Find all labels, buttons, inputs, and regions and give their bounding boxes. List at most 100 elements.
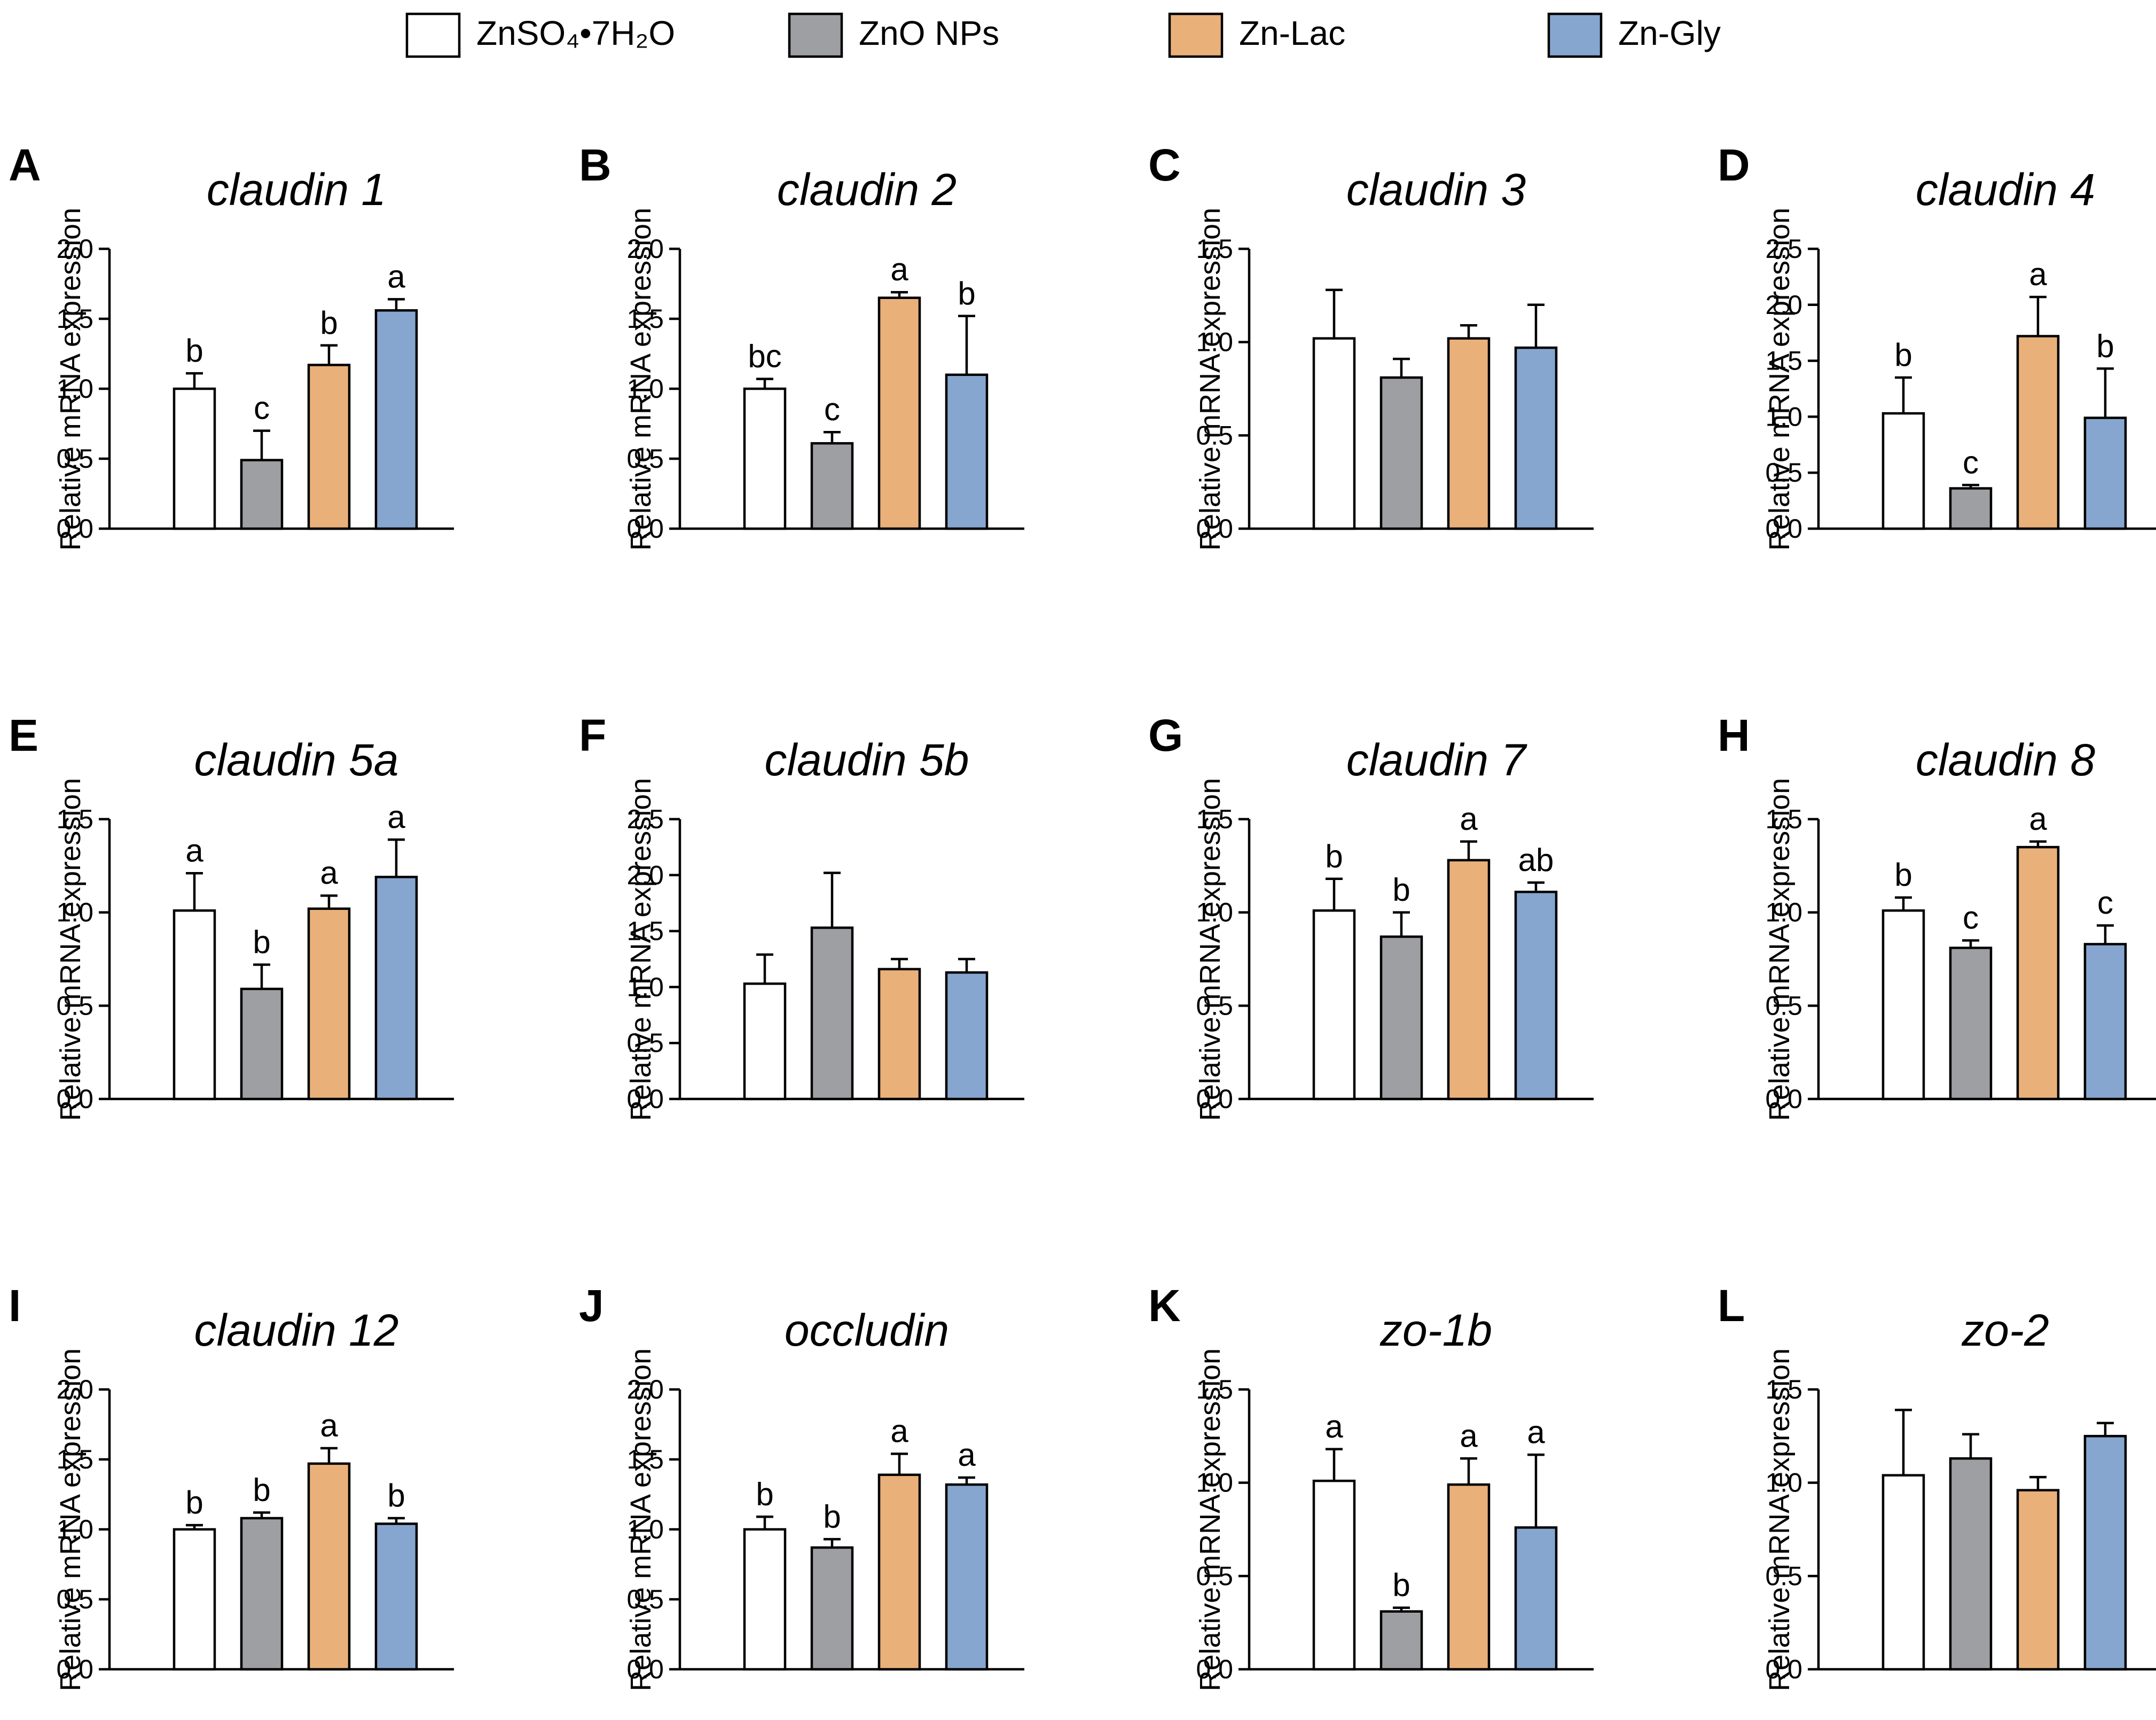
y-tick-label: 0.5 [626, 444, 664, 474]
bar-zn-gly [374, 876, 418, 1101]
legend-label-zno-nps: ZnO NPs [859, 14, 999, 52]
y-axis-label: Relative mRNA expression [1763, 778, 1796, 1121]
significance-label: a [320, 1408, 338, 1443]
y-tick-label: 1.5 [626, 916, 664, 946]
y-tick-label: 0.5 [1196, 420, 1233, 450]
y-tick-label: 2.0 [626, 234, 664, 264]
y-tick-label: 0.0 [1765, 1084, 1802, 1114]
bar-zno-nps [1379, 376, 1423, 530]
significance-label: c [1963, 900, 1979, 936]
y-tick-label: 1.0 [1196, 327, 1233, 357]
y-axis-label: Relative mRNA expression [625, 208, 657, 551]
y-axis-label: Relative mRNA expression [54, 208, 87, 551]
panel-letter-k: K [1148, 1281, 1181, 1331]
significance-label: a [387, 258, 405, 294]
bar-zno-nps [1949, 487, 1993, 530]
y-tick-label: 1.5 [1196, 234, 1233, 264]
panel-letter-l: L [1718, 1281, 1745, 1331]
y-tick-label: 0.0 [626, 1084, 664, 1114]
y-tick-label: 2.5 [1765, 234, 1802, 264]
bar-zno-nps [240, 459, 284, 530]
y-tick-label: 1.5 [1765, 804, 1802, 834]
y-tick-label: 1.0 [1765, 898, 1802, 928]
legend-label-zn-lac: Zn-Lac [1239, 14, 1345, 52]
panel-title-j: occludin [785, 1305, 949, 1355]
y-tick-label: 0.5 [626, 1584, 664, 1614]
panel-letter-h: H [1718, 710, 1750, 760]
panel-letter-g: G [1148, 710, 1183, 760]
panel-title-a: claudin 1 [207, 164, 386, 215]
y-tick-label: 0.0 [56, 1084, 93, 1114]
significance-label: b [756, 1476, 773, 1512]
bar-znso-7h-o [1881, 412, 1925, 530]
bar-zn-gly [2083, 417, 2127, 530]
significance-label: a [185, 832, 203, 868]
y-tick-label: 2.0 [626, 860, 664, 890]
significance-label: a [1460, 1418, 1478, 1454]
y-tick-label: 0.0 [56, 1654, 93, 1684]
y-axis-label: Relative mRNA expression [1194, 208, 1226, 551]
y-tick-label: 0.5 [56, 991, 93, 1020]
y-tick-label: 1.5 [1765, 346, 1802, 376]
y-tick-label: 1.5 [626, 1444, 664, 1474]
y-tick-label: 2.0 [626, 1375, 664, 1404]
panel-title-c: claudin 3 [1346, 164, 1526, 215]
legend-swatch-zn-gly [1547, 12, 1603, 58]
significance-label: c [1963, 444, 1979, 480]
significance-label: b [253, 924, 270, 960]
bar-zn-lac [2016, 1489, 2060, 1671]
y-tick-label: 0.0 [1765, 514, 1802, 544]
significance-label: b [958, 276, 975, 311]
legend: ZnSO₄•7H₂O ZnO NPs Zn-Lac Zn-Gly [405, 12, 1721, 58]
bar-zno-nps [1949, 946, 1993, 1101]
y-axis-label: Relative mRNA expression [625, 778, 657, 1121]
significance-label: b [1894, 337, 1912, 373]
legend-swatch-zn-lac [1168, 12, 1224, 58]
y-tick-label: 2.0 [56, 234, 93, 264]
y-tick-label: 0.5 [1196, 991, 1233, 1020]
bar-znso-7h-o [743, 387, 787, 530]
significance-label: b [1894, 857, 1912, 893]
bar-zn-gly [2083, 943, 2127, 1101]
bar-zn-gly [945, 1483, 989, 1671]
significance-label: b [185, 1485, 203, 1520]
panel-title-g: claudin 7 [1346, 735, 1528, 785]
y-tick-label: 0.5 [1765, 458, 1802, 488]
bar-zn-gly [374, 309, 418, 530]
legend-swatch-zno-nps [788, 12, 843, 58]
y-axis-label: Relative mRNA expression [1763, 208, 1796, 551]
panel-letter-a: A [9, 140, 41, 190]
significance-label: c [254, 390, 270, 426]
significance-label: b [1392, 1567, 1410, 1603]
bar-zn-gly [1514, 1526, 1558, 1671]
bar-zno-nps [240, 987, 284, 1101]
bar-znso-7h-o [743, 1528, 787, 1671]
panel-letter-j: J [579, 1281, 604, 1331]
bar-znso-7h-o [743, 982, 787, 1101]
y-tick-label: 0.5 [626, 1028, 664, 1058]
significance-label: a [387, 799, 405, 835]
y-tick-label: 1.0 [626, 972, 664, 1002]
y-tick-label: 1.5 [626, 304, 664, 334]
bar-zn-lac [307, 1462, 351, 1671]
bar-zn-lac [307, 364, 351, 530]
y-tick-label: 0.0 [1196, 514, 1233, 544]
significance-label: a [958, 1437, 976, 1473]
bar-zn-lac [877, 968, 921, 1101]
bar-zno-nps [240, 1517, 284, 1671]
bar-znso-7h-o [1881, 1474, 1925, 1671]
bar-zno-nps [810, 1546, 854, 1671]
bar-zn-lac [1447, 1483, 1491, 1671]
y-tick-label: 1.0 [626, 374, 664, 404]
y-tick-label: 1.5 [56, 1444, 93, 1474]
y-tick-label: 1.5 [1196, 1375, 1233, 1404]
y-tick-label: 2.0 [56, 1375, 93, 1404]
bar-zno-nps [810, 442, 854, 530]
bar-znso-7h-o [1312, 909, 1356, 1101]
significance-label: bc [748, 339, 781, 374]
bar-znso-7h-o [173, 1528, 216, 1671]
y-axis-label: Relative mRNA expression [1194, 778, 1226, 1121]
